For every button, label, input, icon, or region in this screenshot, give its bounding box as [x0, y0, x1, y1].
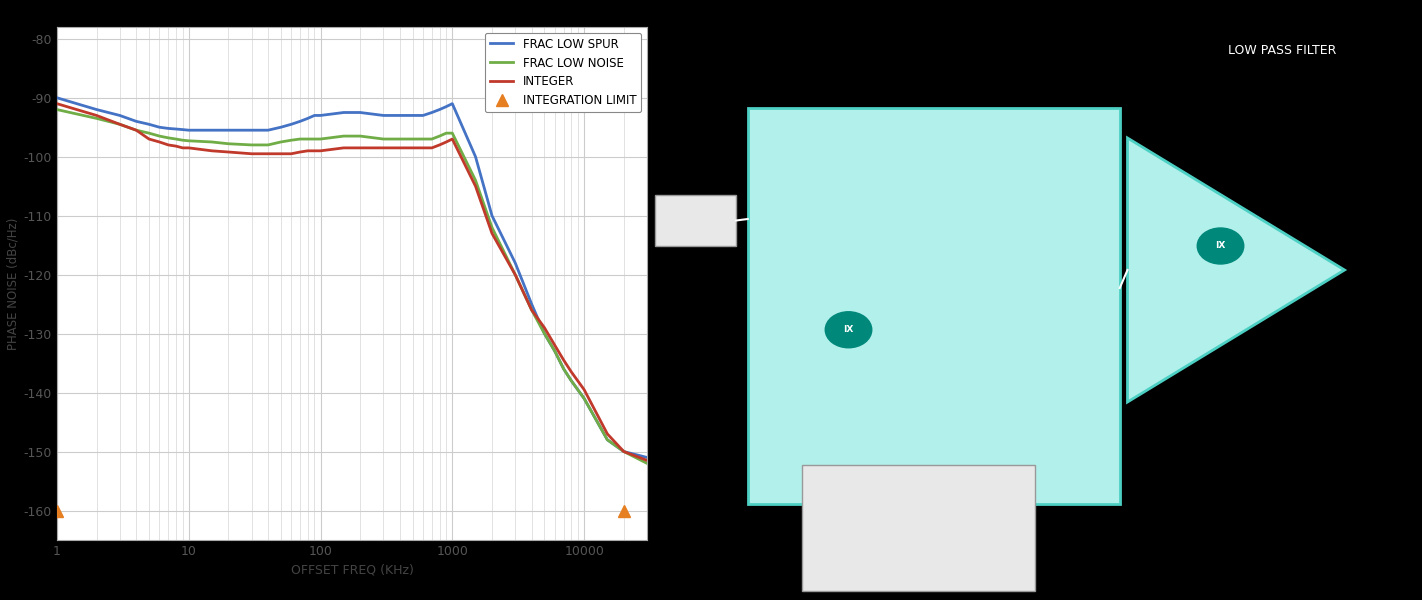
Text: SYNERGY: SYNERGY	[889, 543, 947, 556]
Text: MAX9632: MAX9632	[1187, 285, 1254, 298]
Y-axis label: PHASE NOISE (dBc/Hz): PHASE NOISE (dBc/Hz)	[7, 217, 20, 350]
Text: CP OUT: CP OUT	[1062, 270, 1105, 280]
Text: LOW PASS FILTER: LOW PASS FILTER	[1229, 44, 1337, 58]
Text: 12GHz VCO: 12GHz VCO	[882, 510, 954, 523]
FancyBboxPatch shape	[748, 108, 1119, 504]
Text: MAX2880: MAX2880	[899, 322, 980, 337]
Polygon shape	[1128, 138, 1345, 402]
Text: VCC: VCC	[813, 132, 836, 142]
Circle shape	[1197, 228, 1244, 264]
X-axis label: OFFSET FREQ (KHz): OFFSET FREQ (KHz)	[290, 563, 414, 577]
FancyBboxPatch shape	[654, 195, 737, 246]
Text: VCC: VCC	[907, 480, 930, 490]
Text: REF: REF	[683, 214, 708, 227]
Text: VCC CP: VCC CP	[944, 132, 985, 142]
FancyBboxPatch shape	[802, 465, 1035, 591]
Text: REF IN: REF IN	[764, 198, 799, 208]
Text: VCO IN: VCO IN	[764, 444, 802, 454]
Circle shape	[825, 312, 872, 348]
Text: IX: IX	[1216, 241, 1226, 250]
Text: IX: IX	[843, 325, 853, 334]
Legend: FRAC LOW SPUR, FRAC LOW NOISE, INTEGER, INTEGRATION LIMIT: FRAC LOW SPUR, FRAC LOW NOISE, INTEGER, …	[485, 33, 641, 112]
